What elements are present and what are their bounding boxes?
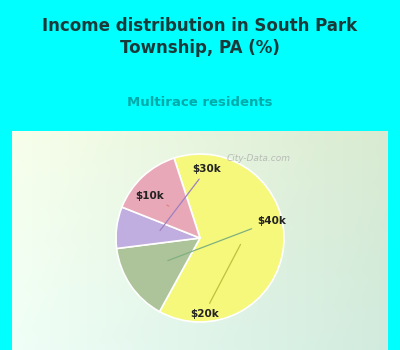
Text: City-Data.com: City-Data.com [227, 154, 291, 163]
Wedge shape [117, 238, 200, 312]
Wedge shape [160, 154, 284, 322]
Text: $20k: $20k [190, 244, 240, 318]
Text: $40k: $40k [168, 216, 286, 261]
Text: $10k: $10k [135, 191, 169, 206]
Text: $30k: $30k [160, 164, 221, 231]
Text: Multirace residents: Multirace residents [127, 96, 273, 109]
Wedge shape [122, 158, 200, 238]
Text: Income distribution in South Park
Township, PA (%): Income distribution in South Park Townsh… [42, 17, 358, 57]
Wedge shape [116, 207, 200, 248]
